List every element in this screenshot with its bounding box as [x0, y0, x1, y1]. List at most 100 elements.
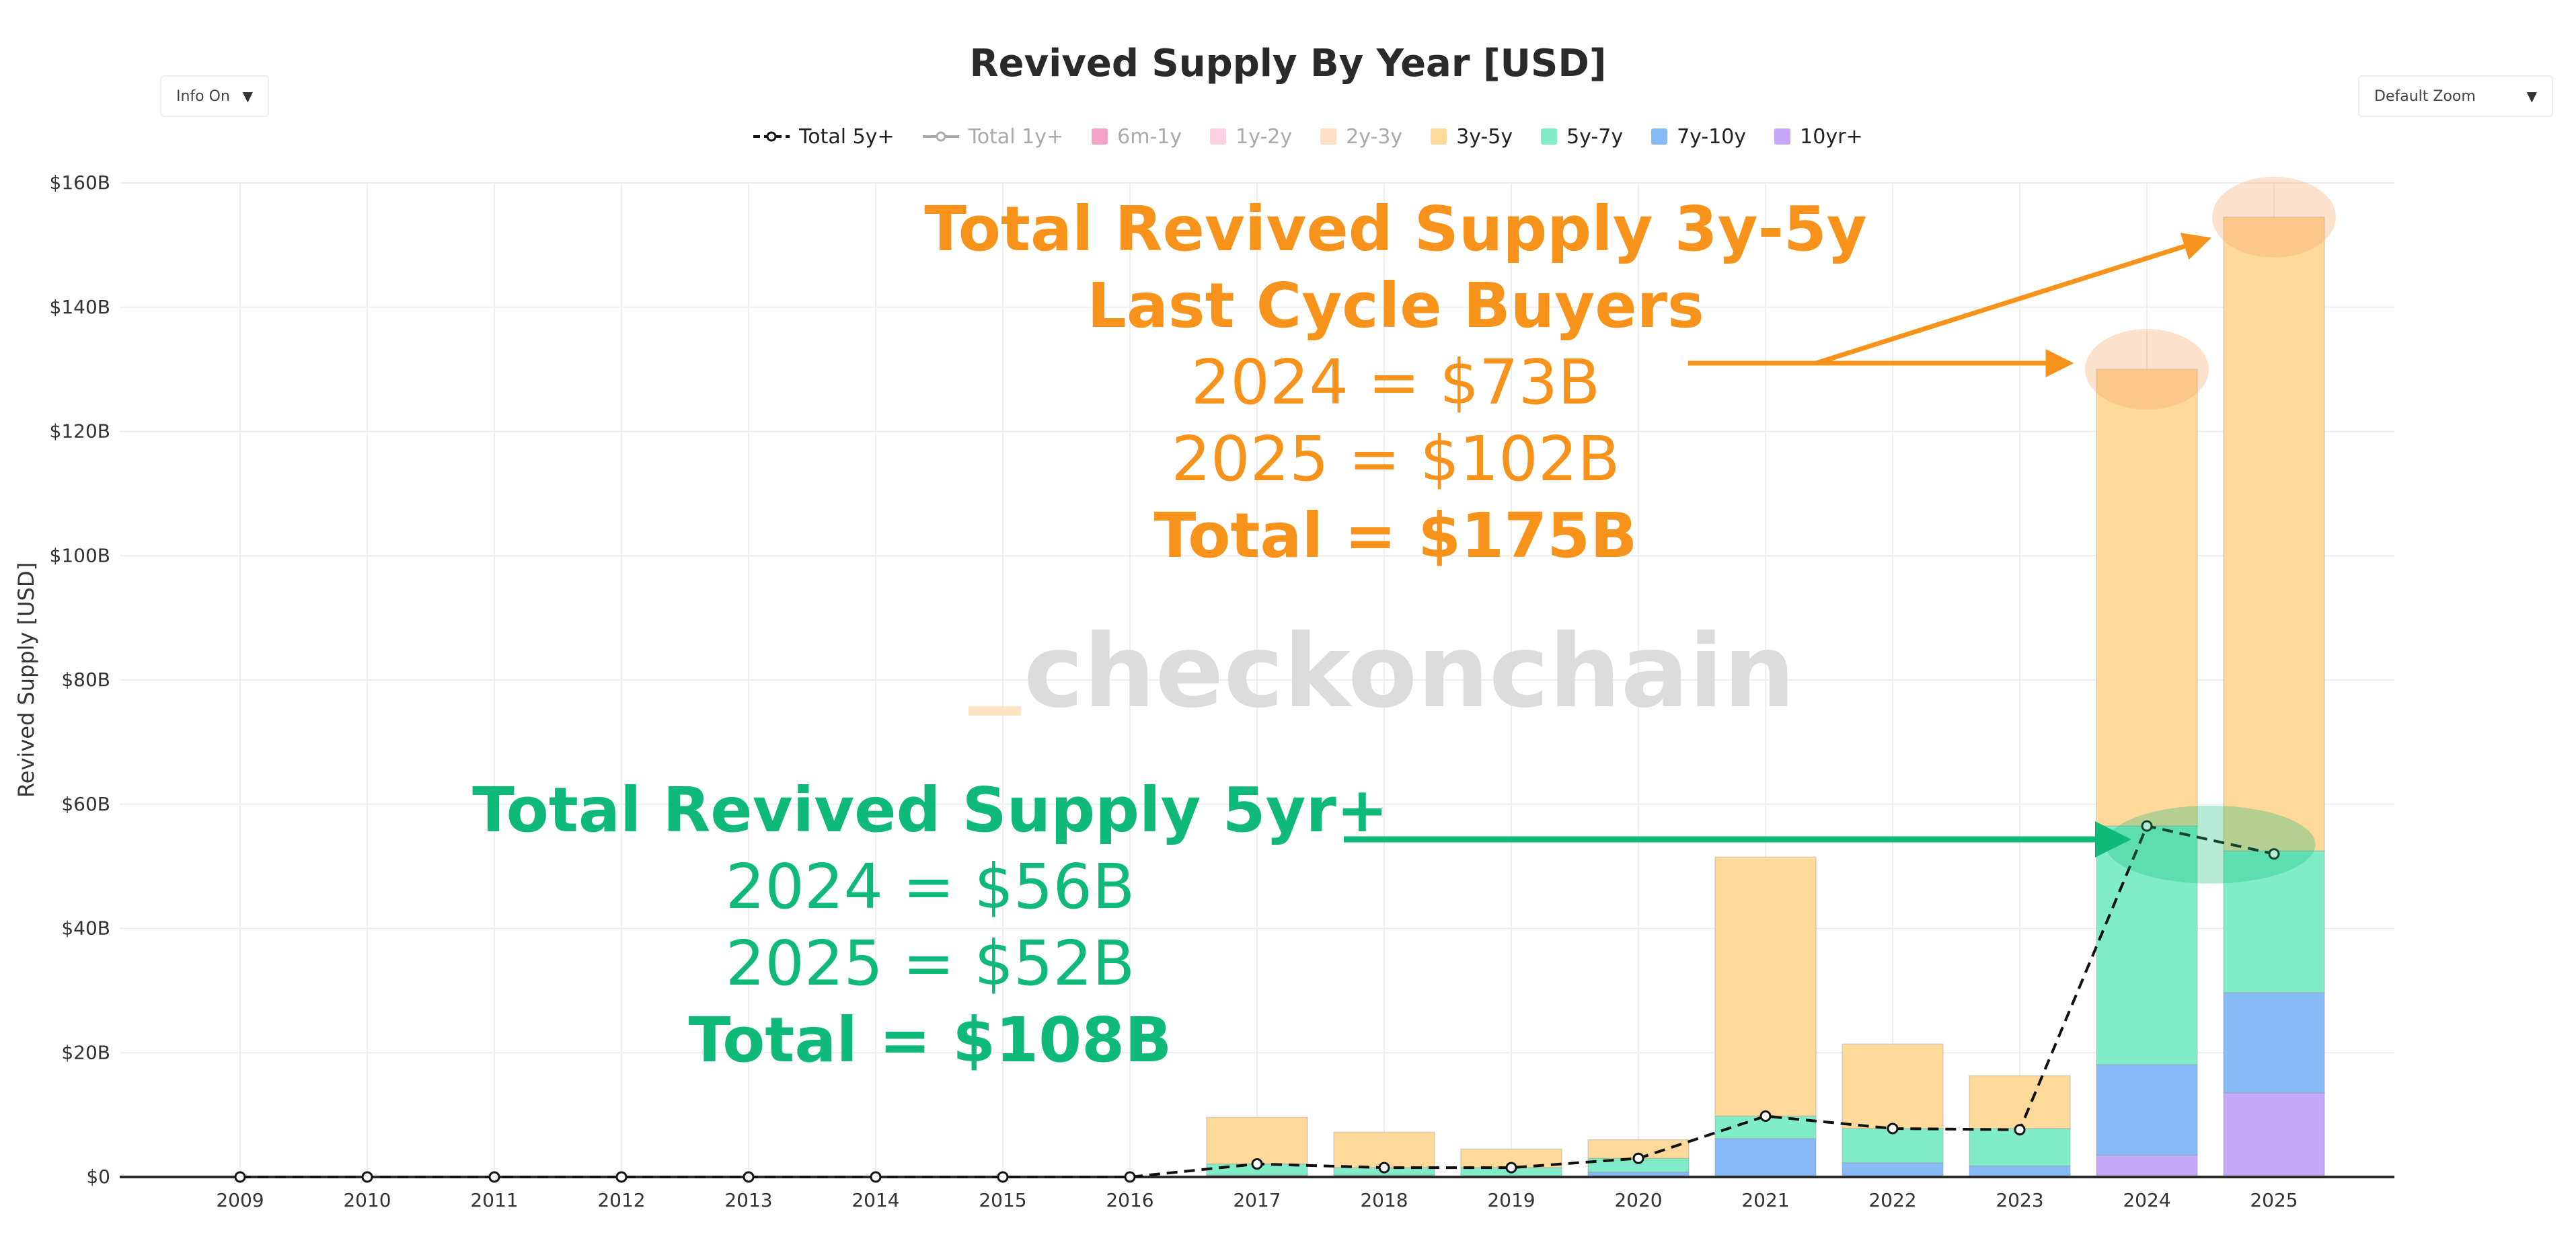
bar-segment	[2096, 1154, 2198, 1178]
bar-stack-group	[1206, 217, 2325, 1178]
line-point	[1505, 1162, 1517, 1174]
line-point	[997, 1171, 1009, 1183]
x-tick-label: 2023	[1996, 1189, 2043, 1211]
bar-segment	[1969, 1165, 2071, 1178]
x-tick-label: 2014	[851, 1189, 899, 1211]
watermark-underscore	[969, 706, 1021, 716]
line-point	[2014, 1124, 2026, 1136]
bar-segment	[1333, 1131, 1435, 1168]
legend-line-marker-icon	[922, 131, 959, 142]
legend-item-1y-2y[interactable]: 1y-2y	[1210, 125, 1292, 149]
legend-swatch-icon	[1210, 128, 1227, 145]
line-point	[1759, 1110, 1772, 1122]
x-tick-label: 2013	[724, 1189, 772, 1211]
x-tick-label: 2024	[2123, 1189, 2170, 1211]
bar-segment	[2223, 991, 2325, 1094]
bar-segment	[1714, 1137, 1817, 1178]
y-tick-label: $120B	[50, 420, 110, 443]
legend-item-6m-1y[interactable]: 6m-1y	[1092, 125, 1182, 149]
legend-item-total-1y-[interactable]: Total 1y+	[922, 124, 1064, 149]
annotation-green: Total Revived Supply 5yr+2024 = $56B2025…	[472, 774, 1388, 1076]
legend-item-label: 1y-2y	[1236, 124, 1293, 149]
line-point	[615, 1171, 628, 1183]
legend-item-label: 3y-5y	[1456, 124, 1513, 149]
highlight-ellipse-orange	[2212, 176, 2336, 258]
zoom-label: Default Zoom	[2374, 87, 2476, 105]
line-point	[234, 1171, 246, 1183]
bar-segment	[2223, 217, 2325, 851]
x-tick-label: 2011	[470, 1189, 518, 1211]
zoom-dropdown[interactable]: Default Zoom ▼	[2358, 75, 2553, 117]
x-tick-label: 2012	[597, 1189, 645, 1211]
legend-item-label: Total 5y+	[799, 124, 895, 149]
bar-segment	[2223, 1092, 2325, 1178]
x-tick-label: 2018	[1360, 1189, 1408, 1211]
legend-item-2y-3y[interactable]: 2y-3y	[1320, 125, 1402, 149]
chevron-down-icon: ▼	[2526, 88, 2537, 104]
annotation-orange-subtitle: Last Cycle Buyers	[1087, 270, 1704, 342]
bar-segment	[1969, 1075, 2071, 1129]
line-point	[1632, 1152, 1644, 1164]
x-tick-label: 2019	[1487, 1189, 1535, 1211]
legend-item-label: Total 1y+	[968, 124, 1064, 149]
legend-item-3y-5y[interactable]: 3y-5y	[1431, 125, 1513, 149]
line-point	[2141, 820, 2153, 832]
bar-segment	[2096, 369, 2198, 827]
y-tick-label: $140B	[50, 296, 110, 318]
highlight-ellipse-orange	[2085, 329, 2209, 410]
annotation-green-line2: 2025 = $52B	[726, 927, 1135, 999]
chevron-down-icon: ▼	[242, 88, 253, 104]
x-tick-label: 2020	[1614, 1189, 1662, 1211]
bar-segment	[2096, 825, 2198, 1065]
x-tick-label: 2015	[979, 1189, 1026, 1211]
line-point	[743, 1171, 755, 1183]
annotation-green-total: Total = $108B	[689, 1004, 1172, 1076]
watermark-text: checkonchain	[1024, 613, 1795, 730]
annotation-orange-line2: 2025 = $102B	[1172, 423, 1620, 495]
y-tick-label: $60B	[61, 793, 110, 815]
y-tick-label: $0	[86, 1166, 110, 1188]
legend-line-marker-icon	[753, 131, 790, 142]
y-tick-label: $80B	[61, 669, 110, 691]
legend-swatch-icon	[1320, 128, 1337, 145]
legend-item-label: 10yr+	[1800, 124, 1863, 149]
legend-item-total-5y-[interactable]: Total 5y+	[753, 125, 895, 149]
line-point	[2268, 848, 2280, 860]
annotation-orange-total: Total = $175B	[1154, 500, 1638, 572]
bar-segment	[1714, 856, 1817, 1117]
legend-swatch-icon	[1092, 128, 1108, 145]
x-tick-label: 2009	[216, 1189, 264, 1211]
legend-item-5y-7y[interactable]: 5y-7y	[1541, 125, 1623, 149]
bar-segment	[1206, 1116, 1308, 1165]
highlight-ellipse-green	[2105, 805, 2316, 884]
legend-item-7y-10y[interactable]: 7y-10y	[1651, 125, 1746, 149]
legend-swatch-icon	[1651, 128, 1668, 145]
x-tick-label: 2021	[1741, 1189, 1789, 1211]
legend-item-label: 6m-1y	[1117, 124, 1182, 149]
legend-item-10yr-[interactable]: 10yr+	[1774, 124, 1863, 149]
watermark: checkonchain	[969, 613, 1795, 730]
chart-legend: Total 5y+ Total 1y+ 6m-1y 1y-2y 2y-3y 3y-5y 5y…	[753, 120, 1863, 153]
grid-lines	[120, 182, 2394, 1177]
legend-item-label: 2y-3y	[1346, 124, 1403, 149]
annotation-green-line1: 2024 = $56B	[726, 851, 1135, 923]
bar-segment	[2096, 1064, 2198, 1156]
x-tick-label: 2025	[2250, 1189, 2298, 1211]
bar-segment	[1842, 1043, 1944, 1129]
y-tick-label: $160B	[50, 172, 110, 194]
line-point	[488, 1171, 500, 1183]
bar-segment	[1587, 1139, 1690, 1159]
legend-item-label: 5y-7y	[1566, 124, 1624, 149]
line-point	[1378, 1162, 1390, 1174]
info-toggle-dropdown[interactable]: Info On ▼	[160, 75, 269, 117]
line-point	[361, 1171, 373, 1183]
x-tick-label: 2016	[1106, 1189, 1153, 1211]
legend-swatch-icon	[1431, 128, 1447, 145]
arrow-orange-2025	[1815, 233, 2212, 366]
x-tick-label: 2022	[1868, 1189, 1916, 1211]
legend-swatch-icon	[1774, 128, 1791, 145]
annotation-green-title: Total Revived Supply 5yr+	[472, 774, 1388, 846]
chart-title: Revived Supply By Year [USD]	[969, 42, 1607, 85]
